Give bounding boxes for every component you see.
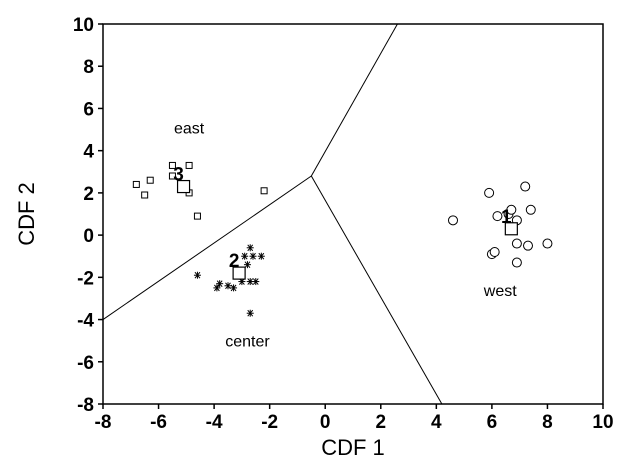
y-tick-label: 4 [83, 142, 94, 163]
x-axis-title: CDF 1 [321, 435, 385, 459]
y-tick-label: 10 [73, 15, 94, 36]
territory-boundaries [102, 23, 443, 405]
boundary-line [310, 175, 443, 405]
data-point-square [132, 180, 140, 188]
data-point-asterisk [230, 284, 238, 292]
y-tick-label: -8 [77, 395, 94, 416]
y-tick-label: 0 [83, 226, 94, 247]
data-point-asterisk [252, 278, 260, 286]
data-point-circle [484, 187, 495, 198]
data-point-circle [506, 204, 517, 215]
x-tick-label: -2 [261, 412, 278, 433]
region-labels: east center west [174, 120, 517, 350]
centroid-label: 3 [173, 165, 184, 186]
data-point-circle [542, 238, 553, 249]
data-point-asterisk [246, 309, 254, 317]
centroid-marker [504, 222, 518, 236]
data-point-square [168, 161, 176, 169]
data-point-square [141, 191, 149, 199]
x-tick-label: -8 [95, 412, 112, 433]
y-tick-label: -6 [77, 353, 94, 374]
data-point-circle [523, 240, 533, 251]
x-tick-label: 4 [431, 412, 442, 433]
y-axis-title: CDF 2 [14, 182, 39, 246]
data-point-square [168, 172, 176, 180]
x-tick-label: -6 [150, 412, 167, 433]
x-tick-label: 10 [592, 412, 613, 433]
centroid-label: 2 [229, 251, 240, 272]
data-point-asterisk [257, 252, 265, 260]
data-point-asterisk [193, 271, 201, 279]
data-point-asterisk [241, 252, 249, 260]
centroid-label: 1 [501, 207, 512, 228]
data-point-circle [489, 247, 500, 257]
centroid-marker [176, 179, 191, 194]
data-point-square [260, 187, 268, 195]
region-label: east [174, 120, 205, 137]
y-tick-label: 2 [83, 184, 94, 205]
centroid-marker [232, 266, 246, 280]
data-point-square [193, 212, 201, 220]
data-point-asterisk [243, 261, 251, 269]
x-tick-label: -4 [206, 412, 223, 433]
y-tick-label: -4 [77, 311, 94, 332]
data-point-circle [525, 204, 536, 215]
x-tick-label: 0 [320, 412, 331, 433]
data-point-circle [511, 238, 522, 249]
data-points [132, 161, 553, 317]
y-tick-label: 8 [83, 57, 94, 78]
data-point-circle [520, 181, 531, 192]
y-tick-label: -2 [77, 268, 94, 289]
data-point-square [146, 176, 154, 184]
plot-frame [102, 23, 604, 405]
data-point-asterisk [213, 284, 221, 292]
data-point-asterisk [249, 252, 257, 260]
region-label: west [483, 283, 517, 300]
data-point-circle [511, 257, 522, 268]
data-point-circle [492, 211, 503, 222]
data-point-asterisk [246, 244, 254, 252]
boundary-line [102, 175, 312, 320]
x-tick-label: 6 [487, 412, 498, 433]
region-label: center [225, 334, 270, 351]
axis-ticks: -8 -6 -4 -2 0 2 4 6 8 10 10 8 6 4 2 0 -2 -4 -6 -8 [73, 15, 614, 433]
data-point-square [185, 161, 193, 169]
x-tick-label: 8 [542, 412, 553, 433]
y-tick-label: 6 [83, 99, 94, 120]
boundary-line [310, 23, 398, 177]
group-centroids: 1 2 3 [173, 165, 518, 280]
data-point-asterisk [224, 282, 232, 290]
data-point-circle [448, 215, 458, 226]
x-tick-label: 2 [375, 412, 386, 433]
data-point-asterisk [216, 280, 224, 288]
